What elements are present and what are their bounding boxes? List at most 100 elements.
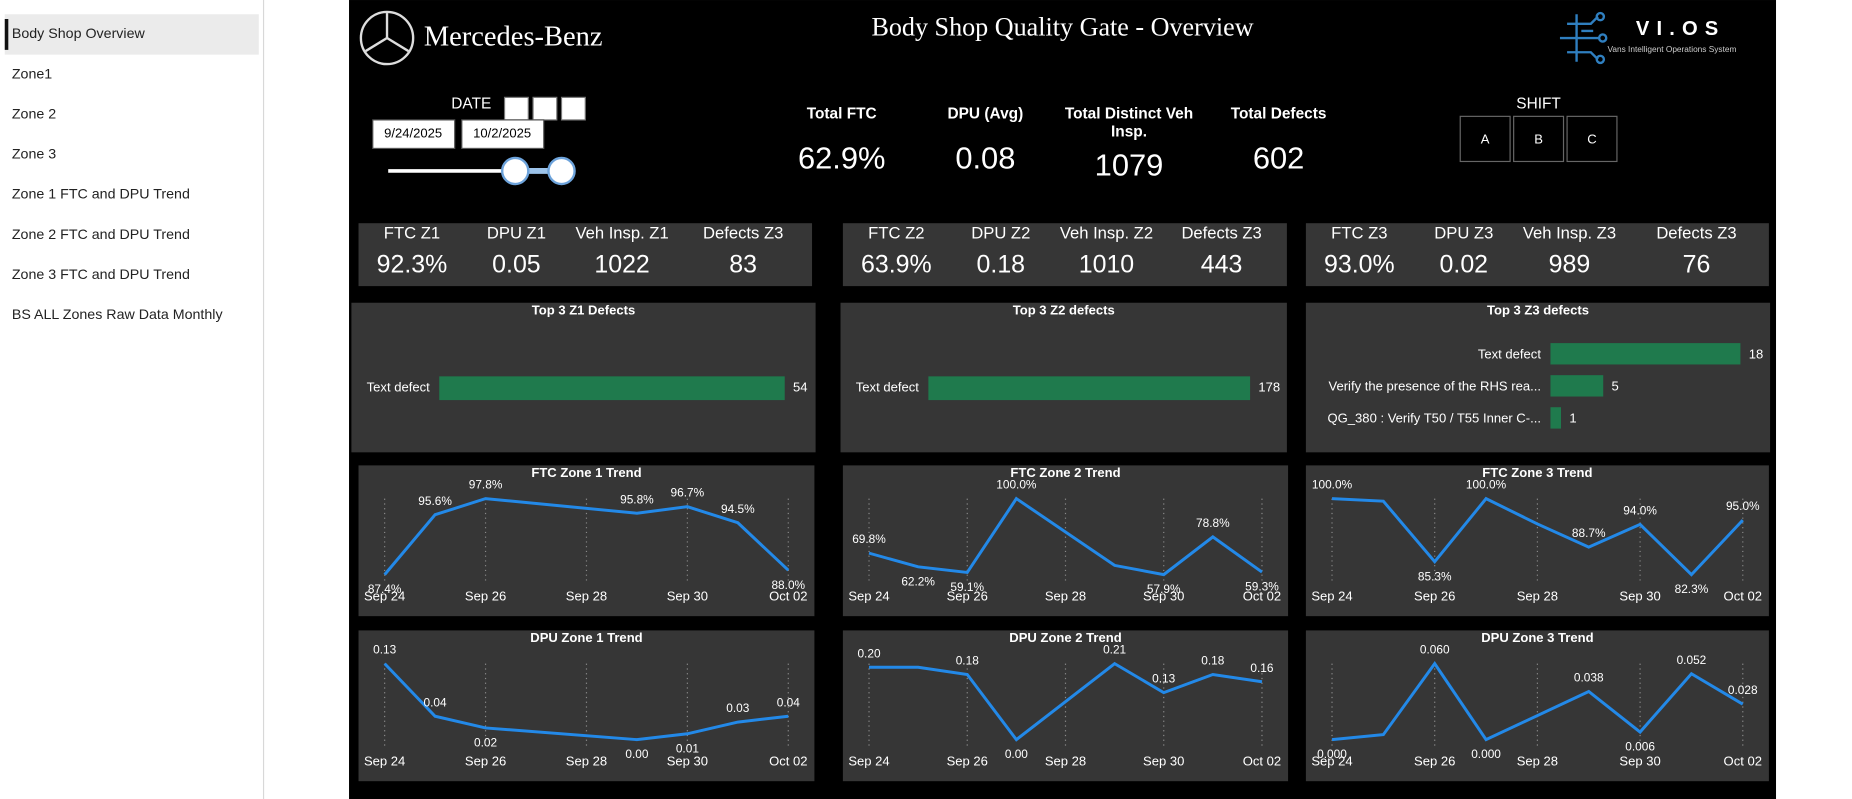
x-tick-label: Sep 26 bbox=[465, 589, 506, 604]
data-label: 0.038 bbox=[1574, 671, 1604, 685]
nav-item[interactable]: Body Shop Overview bbox=[12, 26, 146, 42]
trend-line bbox=[869, 661, 1263, 742]
date-label: DATE bbox=[451, 96, 491, 113]
kpi-label: Total Distinct Veh Insp. bbox=[1064, 104, 1194, 141]
shift-button[interactable] bbox=[1459, 115, 1511, 163]
zone-kpi-label: Defects Z3 bbox=[1181, 223, 1261, 242]
trend-line bbox=[383, 662, 789, 742]
kpi-label: Total FTC bbox=[806, 104, 877, 123]
x-tick-label: Sep 30 bbox=[1143, 589, 1184, 604]
vios-logo: VI.OS bbox=[1636, 18, 1725, 40]
x-tick-label: Sep 24 bbox=[1311, 589, 1352, 604]
zone-kpi-label: Defects Z3 bbox=[703, 223, 783, 242]
data-label: 0.13 bbox=[1152, 672, 1175, 686]
x-tick-label: Oct 02 bbox=[769, 754, 807, 769]
shift-label: SHIFT bbox=[1516, 96, 1561, 113]
nav-selected-bar bbox=[4, 19, 9, 50]
x-tick-label: Sep 28 bbox=[1517, 754, 1558, 769]
x-tick-label: Oct 02 bbox=[1724, 589, 1762, 604]
zone-kpi-label: FTC Z3 bbox=[1331, 223, 1387, 242]
nav-list: Body Shop Overview Zone1 Zone 2 Zone 3 Zone … bbox=[12, 26, 224, 323]
nav-item[interactable]: Zone 2 bbox=[12, 106, 56, 122]
visual-icons[interactable] bbox=[503, 96, 586, 121]
zone-kpi-panel bbox=[842, 223, 1287, 287]
nav-item[interactable]: BS ALL Zones Raw Data Monthly bbox=[12, 307, 224, 323]
x-tick-label: Sep 24 bbox=[364, 589, 405, 604]
x-tick-label: Sep 26 bbox=[947, 589, 988, 604]
chart-title: FTC Zone 3 Trend bbox=[1482, 465, 1592, 480]
chart-title: Top 3 Z3 defects bbox=[1487, 303, 1589, 318]
data-label: 96.7% bbox=[671, 486, 705, 500]
nav-item[interactable]: Zone 2 FTC and DPU Trend bbox=[12, 227, 190, 243]
nav-item[interactable]: Zone1 bbox=[12, 66, 52, 82]
data-label: 94.0% bbox=[1623, 503, 1657, 517]
x-tick-label: Sep 28 bbox=[1517, 589, 1558, 604]
data-label: 94.5% bbox=[721, 502, 755, 516]
data-label: 0.006 bbox=[1625, 740, 1655, 754]
bar-category-label: Text defect bbox=[367, 380, 430, 395]
chart-title: FTC Zone 2 Trend bbox=[1010, 465, 1120, 480]
zone-kpi-value: 0.05 bbox=[492, 251, 541, 279]
dashboard-title: Body Shop Quality Gate - Overview bbox=[871, 13, 1253, 42]
x-tick-label: Sep 30 bbox=[1619, 754, 1660, 769]
header-widgets: A B C Total FTC 62.9% DPU (Avg) 0.08 Total Dist… bbox=[358, 104, 1769, 287]
nav-item[interactable]: Zone 1 FTC and DPU Trend bbox=[12, 187, 190, 203]
nav-selected bbox=[4, 14, 259, 55]
kpi-value: 1079 bbox=[1095, 148, 1164, 183]
bar-category-label: QG_380 : Verify T50 / T55 Inner C-... bbox=[1328, 411, 1541, 426]
bar-value-label: 5 bbox=[1612, 378, 1619, 393]
data-label: 69.8% bbox=[852, 532, 886, 546]
nav-item[interactable]: Zone 3 bbox=[12, 147, 56, 163]
data-label: 95.8% bbox=[620, 492, 654, 506]
bar-category-label: Verify the presence of the RHS rea... bbox=[1328, 378, 1540, 393]
kpi-label: DPU (Avg) bbox=[947, 104, 1024, 123]
data-label: 0.01 bbox=[676, 741, 699, 755]
zone-kpi-label: FTC Z2 bbox=[868, 223, 924, 242]
bar bbox=[439, 376, 785, 401]
chart-panel bbox=[842, 465, 1289, 617]
data-label: 0.04 bbox=[777, 695, 800, 709]
x-tick-label: Sep 30 bbox=[667, 589, 708, 604]
chart-title: DPU Zone 3 Trend bbox=[1481, 630, 1593, 645]
zone-kpi-label: Veh Insp. Z2 bbox=[1060, 223, 1153, 242]
end-date-input[interactable] bbox=[461, 119, 545, 150]
nav-item[interactable]: Zone 3 FTC and DPU Trend bbox=[12, 267, 190, 283]
slider-handle-start[interactable] bbox=[500, 156, 530, 186]
data-label: 0.03 bbox=[726, 701, 749, 715]
zone-kpi-panel bbox=[1305, 223, 1769, 287]
data-label: 0.00 bbox=[625, 747, 648, 761]
slider-handle-end[interactable] bbox=[547, 156, 576, 186]
data-label: 0.20 bbox=[857, 646, 880, 660]
shift-button[interactable] bbox=[1513, 115, 1565, 163]
start-date: 9/24/2025 bbox=[384, 126, 442, 141]
data-label: 59.3% bbox=[1245, 580, 1279, 594]
data-label: 95.6% bbox=[418, 494, 452, 508]
data-label: 0.18 bbox=[1201, 654, 1224, 668]
zone-kpi-value: 0.18 bbox=[977, 251, 1026, 279]
x-tick-label: Sep 26 bbox=[465, 754, 506, 769]
data-label: 0.13 bbox=[373, 643, 396, 657]
zone-kpi-label: DPU Z1 bbox=[487, 223, 546, 242]
shift-button[interactable] bbox=[1566, 115, 1618, 163]
x-tick-label: Sep 30 bbox=[667, 754, 708, 769]
zone-kpi-label: Veh Insp. Z1 bbox=[575, 223, 668, 242]
zone-kpi-value: 0.02 bbox=[1440, 251, 1489, 279]
data-label: 88.7% bbox=[1572, 526, 1606, 540]
data-label: 0.16 bbox=[1250, 661, 1273, 675]
x-tick-label: Sep 26 bbox=[947, 754, 988, 769]
zone-kpi-value: 63.9% bbox=[861, 251, 932, 279]
x-tick-label: Sep 26 bbox=[1414, 589, 1455, 604]
data-label: 100.0% bbox=[1466, 478, 1507, 492]
data-label: 0.060 bbox=[1420, 643, 1450, 657]
x-tick-label: Sep 24 bbox=[848, 589, 889, 604]
start-date-input[interactable] bbox=[372, 119, 456, 150]
x-tick-label: Sep 26 bbox=[1414, 754, 1455, 769]
bar bbox=[928, 376, 1251, 401]
x-tick-label: Oct 02 bbox=[1724, 754, 1762, 769]
data-label: 62.2% bbox=[901, 574, 935, 588]
bar-value-label: 54 bbox=[793, 380, 808, 395]
x-tick-label: Oct 02 bbox=[1243, 589, 1281, 604]
zone-kpi-value: 989 bbox=[1549, 251, 1591, 279]
data-label: 0.028 bbox=[1728, 683, 1758, 697]
